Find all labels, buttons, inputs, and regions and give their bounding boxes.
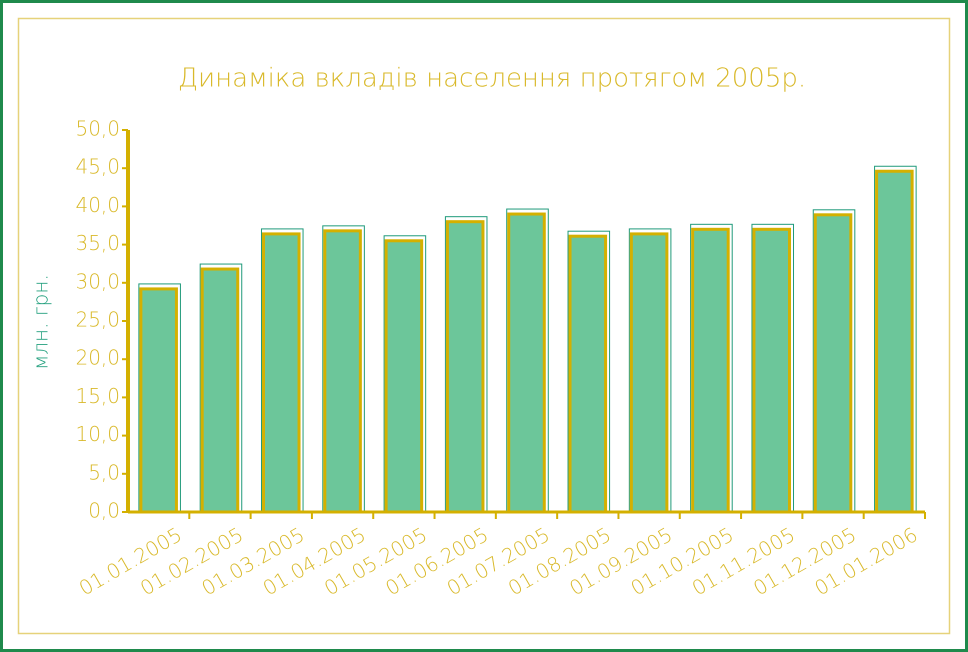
- y-tick-label: 10,0: [75, 422, 120, 446]
- bar: [752, 227, 792, 514]
- y-tick-label: 40,0: [75, 193, 120, 217]
- bar: [875, 169, 914, 514]
- bar: [568, 234, 608, 514]
- bar: [200, 267, 240, 514]
- bar: [261, 232, 301, 514]
- y-tick-label: 50,0: [75, 117, 120, 141]
- y-tick-label: 45,0: [75, 155, 120, 179]
- bar: [139, 287, 178, 514]
- bar: [384, 239, 424, 514]
- bar: [691, 227, 730, 514]
- y-tick-label: 0,0: [88, 499, 120, 523]
- bar: [507, 212, 546, 514]
- y-tick-label: 20,0: [75, 346, 120, 370]
- y-tick-label: 25,0: [75, 308, 120, 332]
- bar: [323, 229, 362, 514]
- chart-title: Динаміка вкладів населення протягом 2005…: [178, 64, 806, 94]
- y-tick-label: 5,0: [88, 460, 120, 484]
- bar: [813, 213, 853, 514]
- y-tick-label: 15,0: [75, 384, 120, 408]
- y-tick-label: 30,0: [75, 269, 120, 293]
- y-tick-label: 35,0: [75, 231, 120, 255]
- bar: [445, 220, 485, 514]
- bar: [629, 232, 669, 514]
- y-axis-label: млн. грн.: [29, 274, 53, 370]
- inner-frame: [17, 17, 951, 635]
